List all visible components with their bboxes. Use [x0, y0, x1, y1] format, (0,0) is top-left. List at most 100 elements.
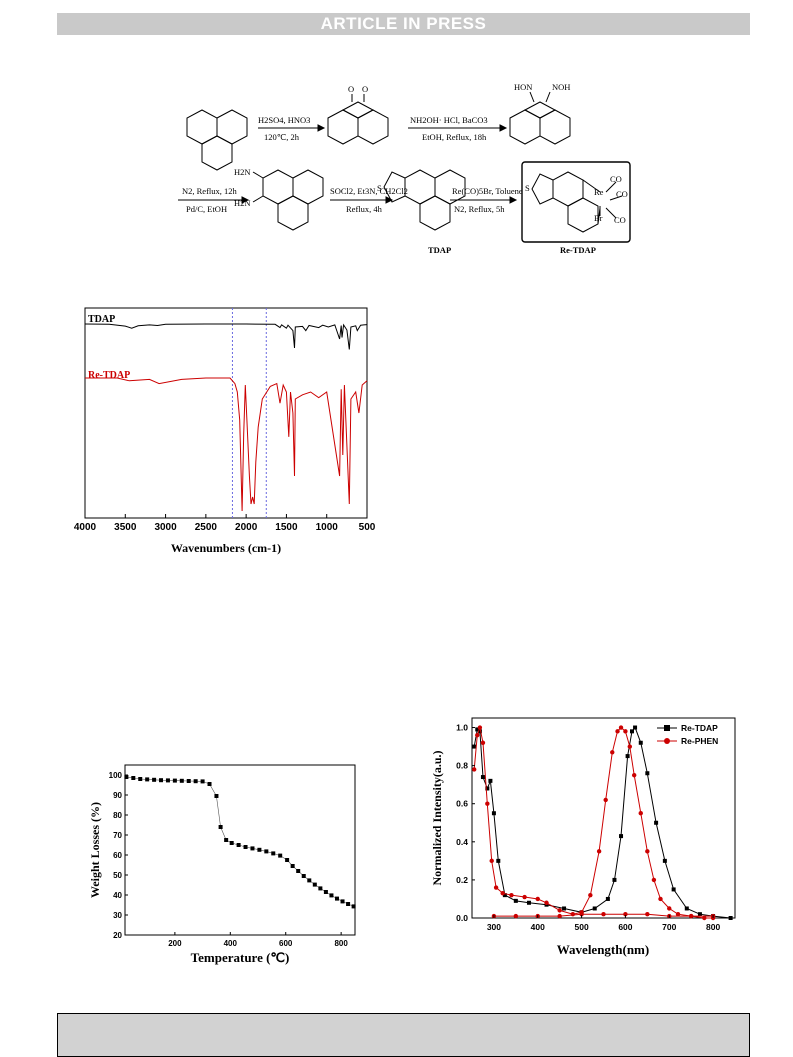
abs-point-0-2: [477, 729, 482, 734]
tga-point-23: [278, 853, 283, 858]
tga-point-2: [138, 777, 143, 781]
abs-point-2-7: [645, 911, 650, 917]
abs-point-0-15: [605, 896, 610, 901]
phendioxime-structure: [509, 91, 571, 145]
abs-point-1-7: [500, 891, 505, 896]
synthesis-scheme: H2SO4, HNO3 120℃, 2h NH2OH· HCl, BaCO3 E…: [178, 82, 631, 255]
abs-point-0-10: [526, 900, 531, 905]
abs-x-tick-label-1: 400: [531, 922, 545, 932]
tga-point-6: [165, 778, 170, 783]
abs-point-1-6: [493, 885, 499, 890]
tga-y-axis-label: Weight Losses (%): [88, 802, 102, 898]
abs-point-0-27: [697, 912, 702, 917]
abs-point-2-3: [557, 913, 562, 919]
abs-point-0-12: [562, 906, 567, 911]
abs-point-2-5: [601, 911, 606, 917]
tga-point-0: [124, 775, 129, 779]
abs-point-1-8: [509, 892, 514, 898]
abs-y-tick-label-5: 1.0: [456, 723, 468, 733]
abs-point-0-29: [728, 916, 733, 920]
abs-point-1-23: [631, 772, 637, 778]
abs-x-axis-label: Wavelength(nm): [557, 942, 649, 957]
step5-bottom: N2, Reflux, 5h: [454, 204, 505, 214]
tga-x-tick-label-0: 200: [168, 939, 182, 948]
tga-y-tick-label-1: 30: [113, 911, 122, 920]
abs-point-0-25: [671, 887, 676, 892]
abs-point-1-2: [477, 725, 483, 730]
abs-series-line-1: [473, 725, 714, 919]
abs-y-tick-label-3: 0.6: [456, 799, 468, 809]
tga-point-31: [323, 890, 328, 894]
abs-point-0-20: [633, 725, 638, 730]
tga-point-33: [334, 896, 339, 901]
abs-x-tick-label-4: 700: [662, 922, 676, 932]
abs-point-1-18: [610, 750, 615, 755]
tga-point-9: [186, 779, 191, 783]
tga-point-3: [145, 777, 150, 782]
abs-point-0-24: [662, 858, 667, 863]
abs-point-1-11: [544, 900, 549, 905]
abs-point-1-22: [627, 744, 632, 749]
hon-label: HON: [514, 82, 532, 92]
tga-y-tick-label-5: 70: [113, 831, 122, 840]
tga-point-30: [318, 886, 323, 891]
abs-plot-frame: [471, 717, 736, 919]
tga-point-13: [214, 794, 219, 798]
step2-top: NH2OH· HCl, BaCO3: [410, 115, 488, 125]
tga-point-19: [250, 846, 255, 851]
tga-y-tick-label-4: 60: [113, 851, 122, 860]
abs-y-tick-label-1: 0.2: [456, 875, 468, 885]
ir-x-tick-label-7: 500: [359, 522, 376, 533]
tga-x-tick-label-3: 800: [334, 939, 348, 948]
phendione-structure: [327, 94, 389, 145]
tga-point-7: [172, 778, 177, 783]
step4-top: SOCl2, Et3N, CH2Cl2: [330, 186, 408, 196]
abs-point-0-22: [645, 771, 650, 776]
absorption-emission-chart: 300 400 500 600 700 800 0.0 0.2 0.4 0.6 0.8 1.0 Re…: [430, 717, 736, 957]
ir-x-tick-label-3: 2500: [195, 522, 218, 533]
abs-point-1-10: [535, 896, 540, 902]
abs-point-0-5: [488, 778, 493, 783]
step2-bottom: EtOH, Reflux, 18h: [422, 132, 487, 142]
abs-point-0-3: [480, 775, 485, 780]
abs-point-0-0: [472, 744, 477, 749]
tga-y-tick-label-3: 50: [113, 871, 122, 880]
tga-point-11: [200, 779, 205, 784]
re-tdap-caption: Re-TDAP: [560, 245, 596, 255]
tga-chart: 200 400 600 800 20 30 40 50 60 70 80 90 100 Tempera…: [88, 764, 356, 965]
abs-point-1-13: [570, 911, 576, 917]
ir-x-tick-label-6: 1000: [316, 522, 339, 533]
abs-point-1-31: [702, 915, 707, 921]
abs-point-2-9: [688, 913, 694, 919]
ir-x-tick-label-1: 3500: [114, 522, 137, 533]
tga-y-tick-label-8: 100: [109, 771, 123, 780]
abs-point-1-25: [645, 849, 650, 854]
tga-point-26: [296, 869, 301, 873]
abs-legend-re-tdap: Re-TDAP: [681, 723, 718, 733]
tga-point-1: [131, 776, 136, 780]
tga-point-34: [340, 899, 345, 904]
tga-point-14: [218, 825, 223, 829]
abs-point-0-21: [638, 740, 643, 745]
abs-point-1-16: [596, 849, 602, 854]
abs-point-0-6: [491, 811, 496, 816]
tga-point-29: [312, 882, 317, 887]
h2n-label-2: H2N: [234, 198, 251, 208]
tga-point-5: [159, 778, 164, 783]
o-label-1: O: [348, 84, 354, 94]
tga-point-12: [207, 782, 212, 786]
re-tdap-box: [521, 161, 631, 243]
abs-point-1-5: [489, 858, 494, 864]
abs-point-1-17: [603, 797, 608, 803]
abs-point-0-9: [513, 898, 518, 903]
abs-x-tick-label-2: 500: [574, 922, 588, 932]
abs-point-1-1: [475, 732, 480, 738]
abs-point-0-7: [496, 858, 501, 863]
noh-label: NOH: [552, 82, 570, 92]
tga-point-28: [307, 878, 312, 883]
phenanthroline-structure: [186, 109, 248, 171]
ir-x-tick-label-0: 4000: [74, 522, 97, 533]
step4-bottom: Reflux, 4h: [346, 204, 383, 214]
abs-point-0-18: [625, 754, 630, 759]
abs-x-tick-label-0: 300: [487, 922, 501, 932]
